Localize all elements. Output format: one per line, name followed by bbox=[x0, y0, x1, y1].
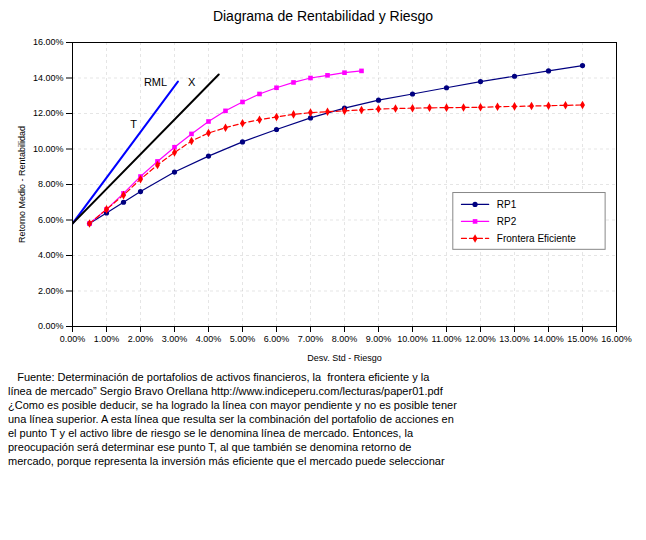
svg-text:16.00%: 16.00% bbox=[33, 37, 64, 47]
svg-text:12.00%: 12.00% bbox=[465, 334, 496, 344]
svg-text:X: X bbox=[188, 76, 196, 88]
svg-text:RP1: RP1 bbox=[497, 199, 517, 210]
html-text:preocupación será determinar e: preocupación será determinar ese punto T… bbox=[8, 441, 412, 453]
svg-text:6.00%: 6.00% bbox=[38, 215, 64, 225]
svg-text:10.00%: 10.00% bbox=[33, 144, 64, 154]
svg-text:1.00%: 1.00% bbox=[94, 334, 120, 344]
svg-text:0.00%: 0.00% bbox=[38, 321, 64, 331]
svg-text:14.00%: 14.00% bbox=[33, 73, 64, 83]
html-text:¿Como es posible deducir, se h: ¿Como es posible deducir, se ha logrado … bbox=[8, 399, 457, 411]
svg-text:Desv. Std - Riesgo: Desv. Std - Riesgo bbox=[307, 353, 381, 363]
svg-text:12.00%: 12.00% bbox=[33, 108, 64, 118]
svg-text:9.00%: 9.00% bbox=[366, 334, 392, 344]
html-text:una línea superior. A esta lín: una línea superior. A esta línea que res… bbox=[8, 413, 454, 425]
svg-text:4.00%: 4.00% bbox=[38, 250, 64, 260]
svg-text:4.00%: 4.00% bbox=[196, 334, 222, 344]
html-text:línea de mercado” Sergio Bravo: línea de mercado” Sergio Bravo Orellana … bbox=[8, 385, 443, 397]
html-text:mercado, porque representa la: mercado, porque representa la inversión … bbox=[8, 455, 445, 467]
svg-text:2.00%: 2.00% bbox=[128, 334, 154, 344]
svg-text:Frontera Eficiente: Frontera Eficiente bbox=[497, 233, 576, 244]
svg-text:Retorno Medio - Rentabilidad: Retorno Medio - Rentabilidad bbox=[17, 126, 27, 243]
svg-text:8.00%: 8.00% bbox=[38, 179, 64, 189]
html-text:el punto T y el activo libre d: el punto T y el activo libre de riesgo s… bbox=[8, 427, 413, 439]
svg-text:16.00%: 16.00% bbox=[601, 334, 632, 344]
svg-text:13.00%: 13.00% bbox=[499, 334, 530, 344]
svg-text:11.00%: 11.00% bbox=[432, 334, 462, 344]
svg-text:8.00%: 8.00% bbox=[332, 334, 358, 344]
svg-text:7.00%: 7.00% bbox=[298, 334, 324, 344]
html-text:Fuente: Determinación de porta: Fuente: Determinación de portafolios de … bbox=[8, 371, 430, 383]
svg-text:0.00%: 0.00% bbox=[60, 334, 86, 344]
svg-text:6.00%: 6.00% bbox=[264, 334, 290, 344]
svg-text:3.00%: 3.00% bbox=[162, 334, 188, 344]
svg-text:14.00%: 14.00% bbox=[533, 334, 564, 344]
svg-text:10.00%: 10.00% bbox=[397, 334, 428, 344]
html-text:Diagrama de Rentabilidad y Rie: Diagrama de Rentabilidad y Riesgo bbox=[212, 8, 434, 24]
svg-text:5.00%: 5.00% bbox=[230, 334, 256, 344]
svg-text:T: T bbox=[130, 118, 137, 130]
svg-text:RP2: RP2 bbox=[497, 216, 517, 227]
svg-text:15.00%: 15.00% bbox=[567, 334, 598, 344]
svg-text:RML: RML bbox=[144, 76, 167, 88]
svg-text:2.00%: 2.00% bbox=[38, 286, 64, 296]
